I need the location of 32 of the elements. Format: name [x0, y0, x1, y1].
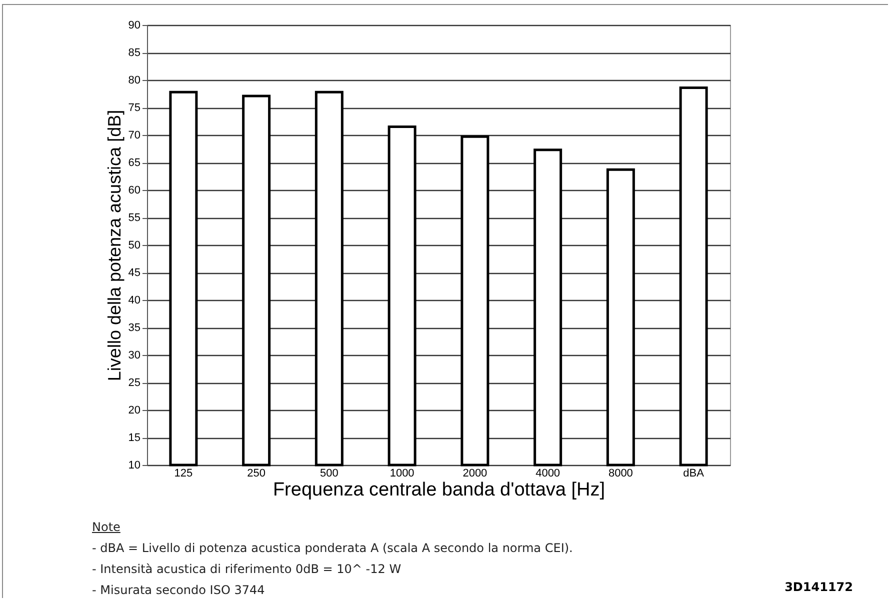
x-tick-label: 1000 [390, 468, 414, 480]
x-tick-label: 500 [320, 468, 338, 480]
y-axis-title: Livello della potenza acustica [dB] [104, 110, 124, 382]
x-tick-label: 250 [247, 468, 266, 480]
y-tick-label: 80 [128, 74, 140, 86]
y-tick-label: 30 [128, 350, 140, 362]
y-tick-label: 90 [128, 20, 140, 32]
text: Note [92, 520, 120, 534]
text: 3D141172 [784, 580, 853, 594]
y-tick-label: 10 [128, 460, 140, 472]
x-tick-label: 4000 [536, 468, 560, 480]
text: - dBA = Livello di potenza acustica ponderata A (scala A secondo la norma CEI). [92, 541, 573, 555]
y-tick-label: 70 [128, 130, 140, 142]
x-tick-label: 8000 [608, 468, 633, 480]
y-tick-label: 25 [128, 377, 140, 389]
y-tick-label: 20 [128, 404, 140, 416]
y-tick-label: 15 [128, 432, 140, 444]
x-tick-label: dBA [683, 468, 705, 480]
y-tick-label: 50 [128, 240, 140, 252]
y-tick-label: 45 [128, 267, 140, 279]
y-tick-label: 55 [128, 212, 140, 224]
x-axis-title: Frequenza centrale banda d'ottava [Hz] [272, 480, 606, 500]
y-tick-label: 75 [128, 102, 140, 114]
x-tick-label: 2000 [462, 468, 488, 480]
y-tick-label: 40 [128, 294, 140, 306]
y-tick-label: 85 [128, 47, 140, 59]
text: - Intensità acustica di riferimento 0dB = 10^ -12 W [92, 562, 402, 576]
text: - Misurata secondo ISO 3744 [92, 583, 265, 597]
y-tick-label: 35 [128, 322, 140, 334]
y-tick-label: 65 [128, 157, 140, 169]
y-tick-label: 60 [128, 184, 140, 196]
x-tick-label: 125 [174, 468, 193, 480]
